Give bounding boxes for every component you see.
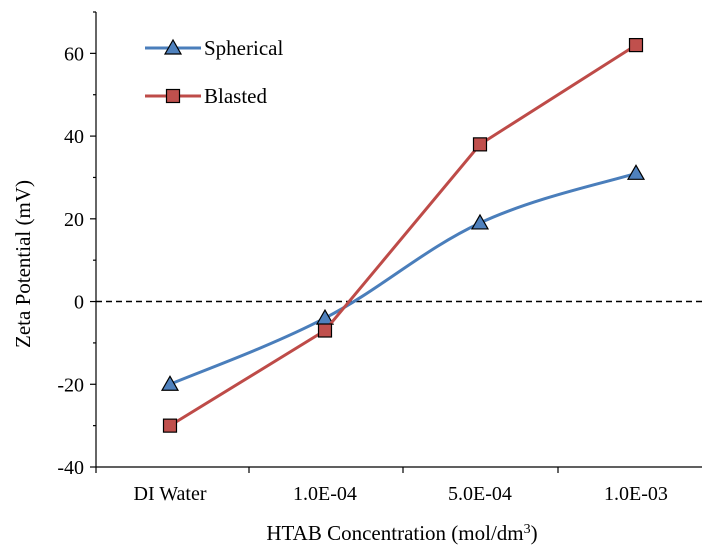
y-tick-label: 40: [64, 126, 84, 148]
series-line-blasted: [169, 43, 637, 427]
y-axis-title: Zeta Potential (mV): [11, 180, 35, 348]
data-point-blasted: [628, 37, 644, 53]
data-point-blasted: [472, 137, 488, 152]
y-tick-label: 0: [74, 292, 84, 314]
axes: -40 -20 0 20 40 60 DI Water 1.0E-04 5.0E-04 1.0E-…: [57, 11, 702, 505]
x-axis-title-superscript: 3: [524, 522, 531, 537]
y-tick-label: -20: [57, 374, 84, 396]
x-tick-label: 5.0E-04: [448, 483, 512, 505]
data-point-spherical: [470, 213, 490, 230]
legend-marker-blasted: [165, 88, 181, 104]
x-axis-title-main: HTAB Concentration (mol/dm: [266, 521, 523, 545]
data-point-spherical: [160, 375, 180, 391]
legend: Spherical Blasted: [145, 36, 283, 108]
x-tick-label: 1.0E-03: [604, 483, 668, 505]
y-tick-label: 60: [64, 43, 84, 65]
x-tick-label: 1.0E-04: [293, 483, 357, 505]
data-point-blasted: [162, 418, 178, 433]
series-line-spherical: [169, 171, 637, 386]
legend-label-blasted: Blasted: [204, 84, 267, 108]
y-tick-label: 20: [64, 209, 84, 231]
series-group: [160, 37, 646, 433]
data-point-spherical: [626, 164, 646, 180]
y-tick-label: -40: [57, 457, 84, 479]
x-axis-title-suffix: ): [531, 521, 538, 545]
x-tick-label: DI Water: [134, 483, 207, 505]
x-axis-title: HTAB Concentration (mol/dm3): [266, 521, 537, 545]
legend-marker-spherical: [163, 38, 183, 55]
data-point-blasted: [317, 323, 333, 338]
legend-label-spherical: Spherical: [204, 36, 283, 60]
